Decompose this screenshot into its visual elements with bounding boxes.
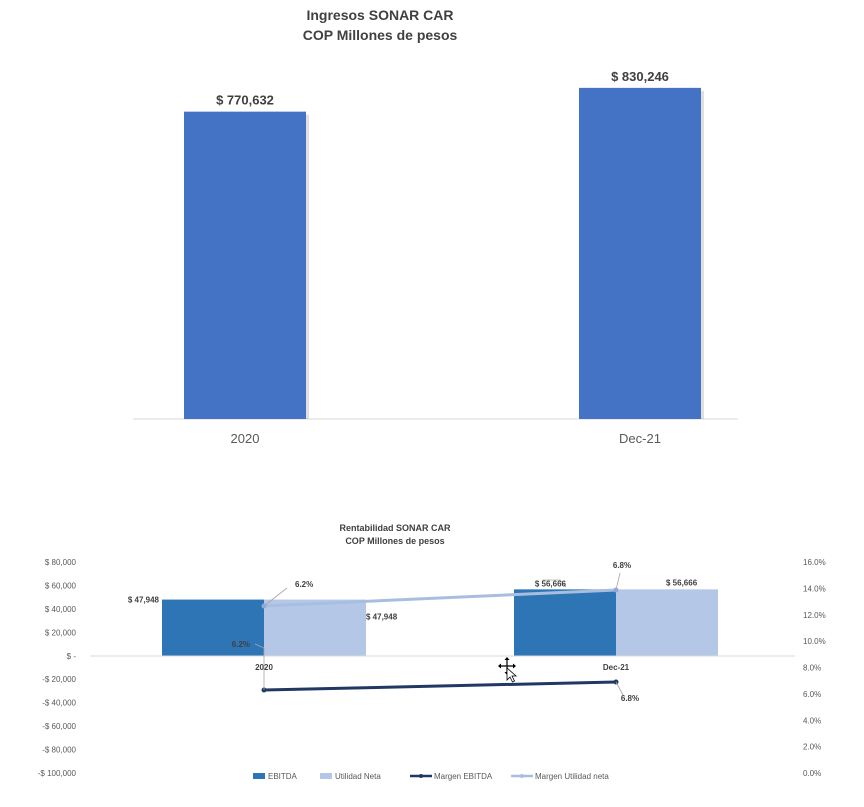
chart2-right-tick: 4.0% [803, 716, 821, 725]
legend-label: Margen EBITDA [434, 772, 493, 781]
chart2-left-tick: -$ 80,000 [42, 746, 76, 755]
legend-swatch [253, 773, 265, 779]
legend-label: Margen Utilidad neta [535, 772, 609, 781]
chart2-bar-data-label: $ 47,948 [366, 613, 398, 622]
chart1-category-label: 2020 [231, 431, 260, 446]
move-cursor-icon [498, 657, 518, 683]
chart1-category-label: Dec-21 [619, 431, 661, 446]
chart2-subtitle: COP Millones de pesos [345, 536, 444, 546]
chart2-leader-line [615, 572, 621, 591]
chart2-line-data-label: 6.8% [621, 694, 639, 703]
chart2-line-margen-utilidad-neta [263, 588, 617, 608]
chart2-right-tick: 6.0% [803, 690, 821, 699]
chart2-leader-line [263, 587, 288, 607]
chart2-right-tick: 8.0% [803, 664, 821, 673]
chart2-right-tick: 10.0% [803, 637, 826, 646]
chart2-left-tick: $ 20,000 [45, 628, 77, 637]
chart2-left-tick: -$ 20,000 [42, 675, 76, 684]
chart2-left-tick: -$ 100,000 [38, 769, 77, 778]
chart2-bar-utilidad-neta [264, 599, 366, 656]
chart2-title: Rentabilidad SONAR CAR [339, 523, 451, 533]
chart2-line-data-label: 6.2% [232, 640, 250, 649]
legend-item-margen-ebitda: Margen EBITDA [410, 772, 493, 781]
legend-label: Utilidad Neta [335, 772, 381, 781]
chart2-leader-line [254, 643, 265, 690]
chart2-line-margen-ebitda [263, 680, 617, 692]
chart2-line-data-label: 6.8% [613, 561, 631, 570]
chart2-left-tick: -$ 60,000 [42, 722, 76, 731]
chart2-line-data-label: 6.2% [295, 580, 313, 589]
chart2-left-tick: $ 40,000 [45, 605, 77, 614]
chart2-bar-data-label: $ 47,948 [128, 596, 160, 605]
ingresos-chart: Ingresos SONAR CAR COP Millones de pesos… [133, 7, 738, 446]
chart2-left-tick: $ 80,000 [45, 558, 77, 567]
legend-item-margen-utilidad-neta: Margen Utilidad neta [511, 772, 609, 781]
chart2-bar-ebitda [162, 599, 264, 656]
legend-marker [419, 774, 423, 778]
chart1-title: Ingresos SONAR CAR [306, 7, 453, 23]
chart2-right-tick: 0.0% [803, 769, 821, 778]
chart2-right-tick: 2.0% [803, 743, 821, 752]
legend-item-utilidad-neta: Utilidad Neta [320, 772, 381, 781]
chart2-bar-ebitda [514, 589, 616, 656]
chart1-bar-2020 [184, 111, 306, 419]
chart2-leader-line [615, 681, 624, 696]
chart2-left-tick: $ 60,000 [45, 581, 77, 590]
chart1-data-label: $ 770,632 [216, 93, 274, 108]
chart2-leader-line [543, 579, 567, 588]
chart2-category-label: Dec-21 [603, 663, 630, 672]
legend-marker [520, 774, 524, 778]
legend-label: EBITDA [268, 772, 298, 781]
chart2-right-tick: 16.0% [803, 558, 826, 567]
chart1-subtitle: COP Millones de pesos [303, 27, 458, 43]
chart1-bar-Dec-21 [579, 87, 701, 419]
chart2-left-tick: $ - [67, 652, 77, 661]
chart2-right-tick: 14.0% [803, 584, 826, 593]
chart2-bar-data-label: $ 56,666 [666, 578, 698, 587]
chart2-bar-data-label: $ 56,666 [535, 579, 567, 588]
chart2-right-tick: 12.0% [803, 611, 826, 620]
chart1-data-label: $ 830,246 [611, 69, 669, 84]
legend-swatch [320, 773, 332, 779]
legend-item-ebitda: EBITDA [253, 772, 298, 781]
chart2-left-tick: -$ 40,000 [42, 699, 76, 708]
chart2-bar-utilidad-neta [616, 589, 718, 656]
